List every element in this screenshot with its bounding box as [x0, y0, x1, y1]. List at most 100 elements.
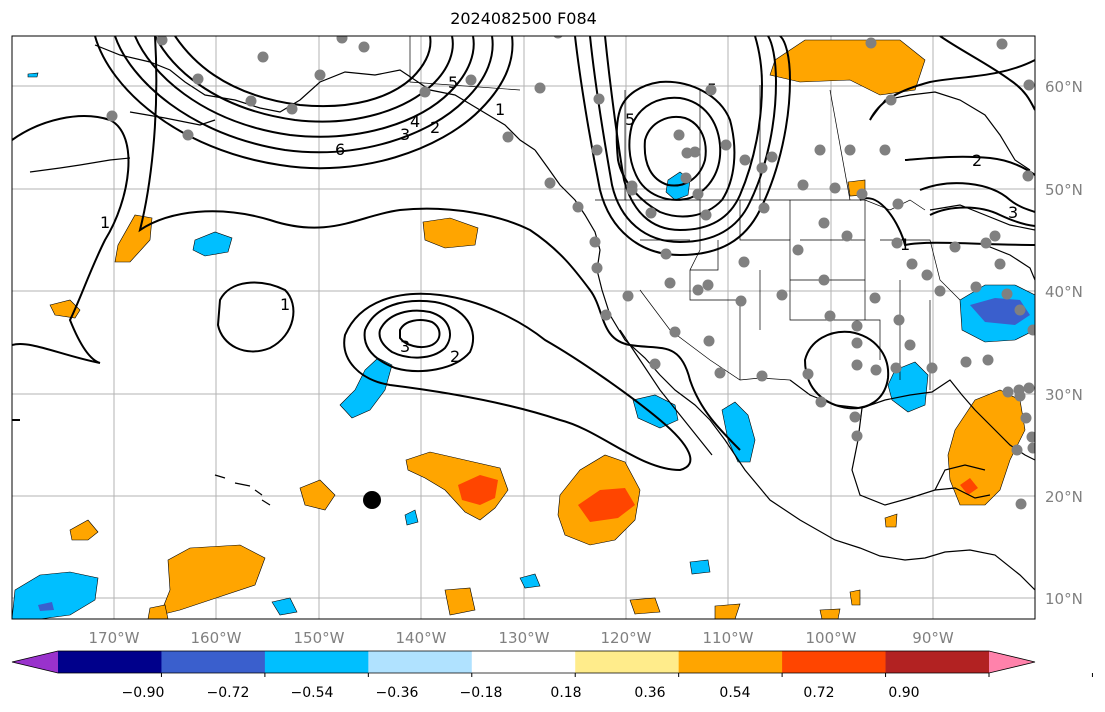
- coastlines: [29, 44, 1035, 591]
- station-dot: [851, 359, 863, 371]
- station-dot: [921, 269, 933, 281]
- station-dot: [1023, 79, 1035, 91]
- station-dot: [814, 144, 826, 156]
- station-dot: [720, 139, 732, 151]
- lon-label: 110°W: [703, 629, 754, 647]
- lon-label: 120°W: [601, 629, 652, 647]
- station-dot: [906, 258, 918, 270]
- latitude-labels: 60°N 50°N 40°N 30°N 20°N 10°N: [1045, 78, 1083, 608]
- station-dot: [892, 198, 904, 210]
- station-dot: [626, 184, 638, 196]
- contour-label: 2: [972, 151, 982, 170]
- station-dot: [792, 244, 804, 256]
- station-dot: [649, 358, 661, 370]
- station-dot: [1002, 386, 1014, 398]
- station-dot: [358, 41, 370, 53]
- station-dot: [934, 285, 946, 297]
- station-dot: [314, 69, 326, 81]
- station-dot: [680, 172, 692, 184]
- contour-label: 3: [1008, 203, 1018, 222]
- contour-label: 1: [495, 100, 505, 119]
- contour-label: 6: [335, 140, 345, 159]
- station-dot: [904, 339, 916, 351]
- station-dot: [960, 356, 972, 368]
- station-dot: [949, 241, 961, 253]
- lon-label: 150°W: [294, 629, 345, 647]
- station-dot: [739, 154, 751, 166]
- station-dot: [1015, 498, 1027, 510]
- station-dot: [776, 289, 788, 301]
- station-dot: [257, 51, 269, 63]
- station-dot: [797, 179, 809, 191]
- colorbar-tick-label: −0.36: [376, 685, 419, 701]
- lon-label: 130°W: [499, 629, 550, 647]
- station-dot: [600, 309, 612, 321]
- colorbar-segment: [471, 651, 576, 673]
- station-dot: [714, 367, 726, 379]
- station-dot: [890, 362, 902, 374]
- station-dot: [689, 146, 701, 158]
- station-dot: [534, 82, 546, 94]
- contour-label: 2: [430, 118, 440, 137]
- station-dot: [182, 129, 194, 141]
- station-dot: [705, 84, 717, 96]
- longitude-labels: 170°W 160°W 150°W 140°W 130°W 120°W 110°…: [89, 629, 954, 647]
- lat-label: 50°N: [1045, 181, 1083, 199]
- station-dot: [465, 74, 477, 86]
- station-dot: [815, 396, 827, 408]
- station-dot: [1014, 390, 1026, 402]
- station-dot: [1020, 412, 1032, 424]
- station-dot: [336, 36, 348, 44]
- anomaly-fills: [12, 39, 1035, 619]
- station-dot: [758, 202, 770, 214]
- station-dot: [1022, 170, 1034, 182]
- colorbar-segment: [58, 651, 162, 673]
- colorbar-tick-label: −0.72: [207, 685, 250, 701]
- station-dot: [703, 335, 715, 347]
- station-dot: [622, 290, 634, 302]
- contour-label: 1: [900, 235, 910, 254]
- lat-label: 20°N: [1045, 488, 1083, 506]
- station-dot: [156, 36, 168, 46]
- station-dot: [692, 284, 704, 296]
- station-dot: [591, 262, 603, 274]
- colorbar-segment: [678, 651, 783, 673]
- station-dot: [982, 354, 994, 366]
- station-dot: [756, 162, 768, 174]
- station-dot: [844, 144, 856, 156]
- contour-label: 5: [625, 110, 635, 129]
- lat-label: 10°N: [1045, 590, 1083, 608]
- station-dot: [885, 94, 897, 106]
- station-dot: [192, 73, 204, 85]
- contour-lines: [12, 36, 1035, 472]
- colorbar-tick-label: 0.72: [803, 685, 834, 701]
- colorbar-tick-label: 0.18: [550, 685, 581, 701]
- station-dot: [735, 295, 747, 307]
- station-dot: [591, 144, 603, 156]
- station-dot: [994, 258, 1006, 270]
- station-dot: [766, 151, 778, 163]
- station-dot: [970, 281, 982, 293]
- colorbar-tick-label: −0.90: [122, 685, 165, 701]
- colorbar-extend-min: [12, 651, 58, 673]
- colorbar-segment: [161, 651, 266, 673]
- station-dot: [419, 86, 431, 98]
- station-dot: [756, 370, 768, 382]
- colorbar: [11, 650, 1093, 677]
- colorbar-extend-max: [989, 651, 1035, 673]
- station-dot: [692, 188, 704, 200]
- station-dot: [553, 36, 563, 39]
- station-dot: [1026, 431, 1035, 443]
- station-dot: [593, 93, 605, 105]
- station-dot: [669, 326, 681, 338]
- contour-label: 2: [450, 347, 460, 366]
- station-dot: [1023, 382, 1035, 394]
- station-dot: [891, 237, 903, 249]
- station-dot: [865, 37, 877, 49]
- station-dot: [841, 230, 853, 242]
- station-dot: [1027, 324, 1035, 336]
- station-dot: [996, 38, 1008, 50]
- station-dot: [989, 230, 1001, 242]
- colorbar-segment: [264, 651, 369, 673]
- colorbar-tick-label: 0.90: [888, 685, 919, 701]
